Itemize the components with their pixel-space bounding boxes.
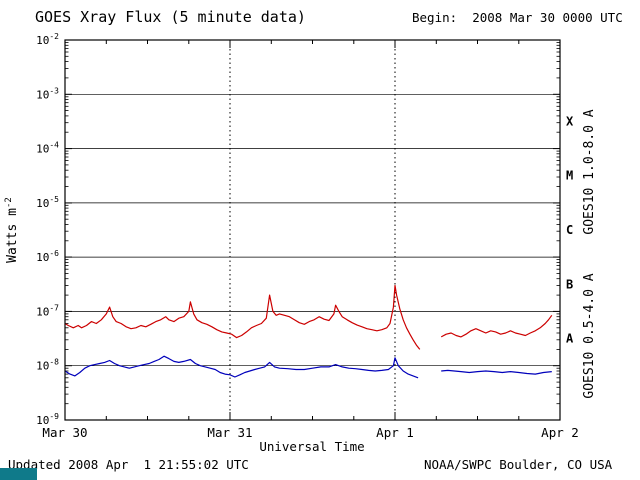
credit-text: NOAA/SWPC Boulder, CO USA <box>424 457 613 472</box>
x-axis-label: Universal Time <box>259 439 364 454</box>
begin-timestamp: Begin: 2008 Mar 30 0000 UTC <box>412 10 623 25</box>
updated-timestamp: Updated 2008 Apr 1 21:55:02 UTC <box>8 457 249 472</box>
y-tick-label: 10-8 <box>36 358 59 373</box>
chart-title: GOES Xray Flux (5 minute data) <box>35 8 306 26</box>
corner-badge <box>0 468 37 480</box>
flare-class-label-M: M <box>566 169 573 183</box>
y-tick-label: 10-6 <box>36 249 59 264</box>
flare-class-label-B: B <box>566 277 573 291</box>
x-tick-label: Mar 31 <box>207 425 252 440</box>
series-line-1 <box>64 355 552 379</box>
x-tick-label: Apr 2 <box>541 425 579 440</box>
x-tick-label: Mar 30 <box>42 425 87 440</box>
flare-class-label-A: A <box>566 332 574 346</box>
y-tick-label: 10-3 <box>36 86 59 101</box>
flare-class-label-C: C <box>566 223 573 237</box>
y-tick-label: 10-2 <box>36 32 59 47</box>
y-tick-label: 10-5 <box>36 195 59 210</box>
y-tick-label: 10-4 <box>36 141 59 156</box>
plot-frame <box>64 39 561 421</box>
legend-goes10-long: GOES10 1.0-8.0 A <box>582 109 597 234</box>
series-line-0 <box>64 284 553 350</box>
legend-goes10-short: GOES10 0.5-4.0 A <box>582 273 597 398</box>
x-tick-label: Apr 1 <box>376 425 414 440</box>
flare-class-label-X: X <box>566 114 574 128</box>
y-tick-label: 10-7 <box>36 303 59 318</box>
y-tick-label: 10-9 <box>36 412 59 427</box>
y-axis-label: Watts m-2 <box>4 197 20 263</box>
